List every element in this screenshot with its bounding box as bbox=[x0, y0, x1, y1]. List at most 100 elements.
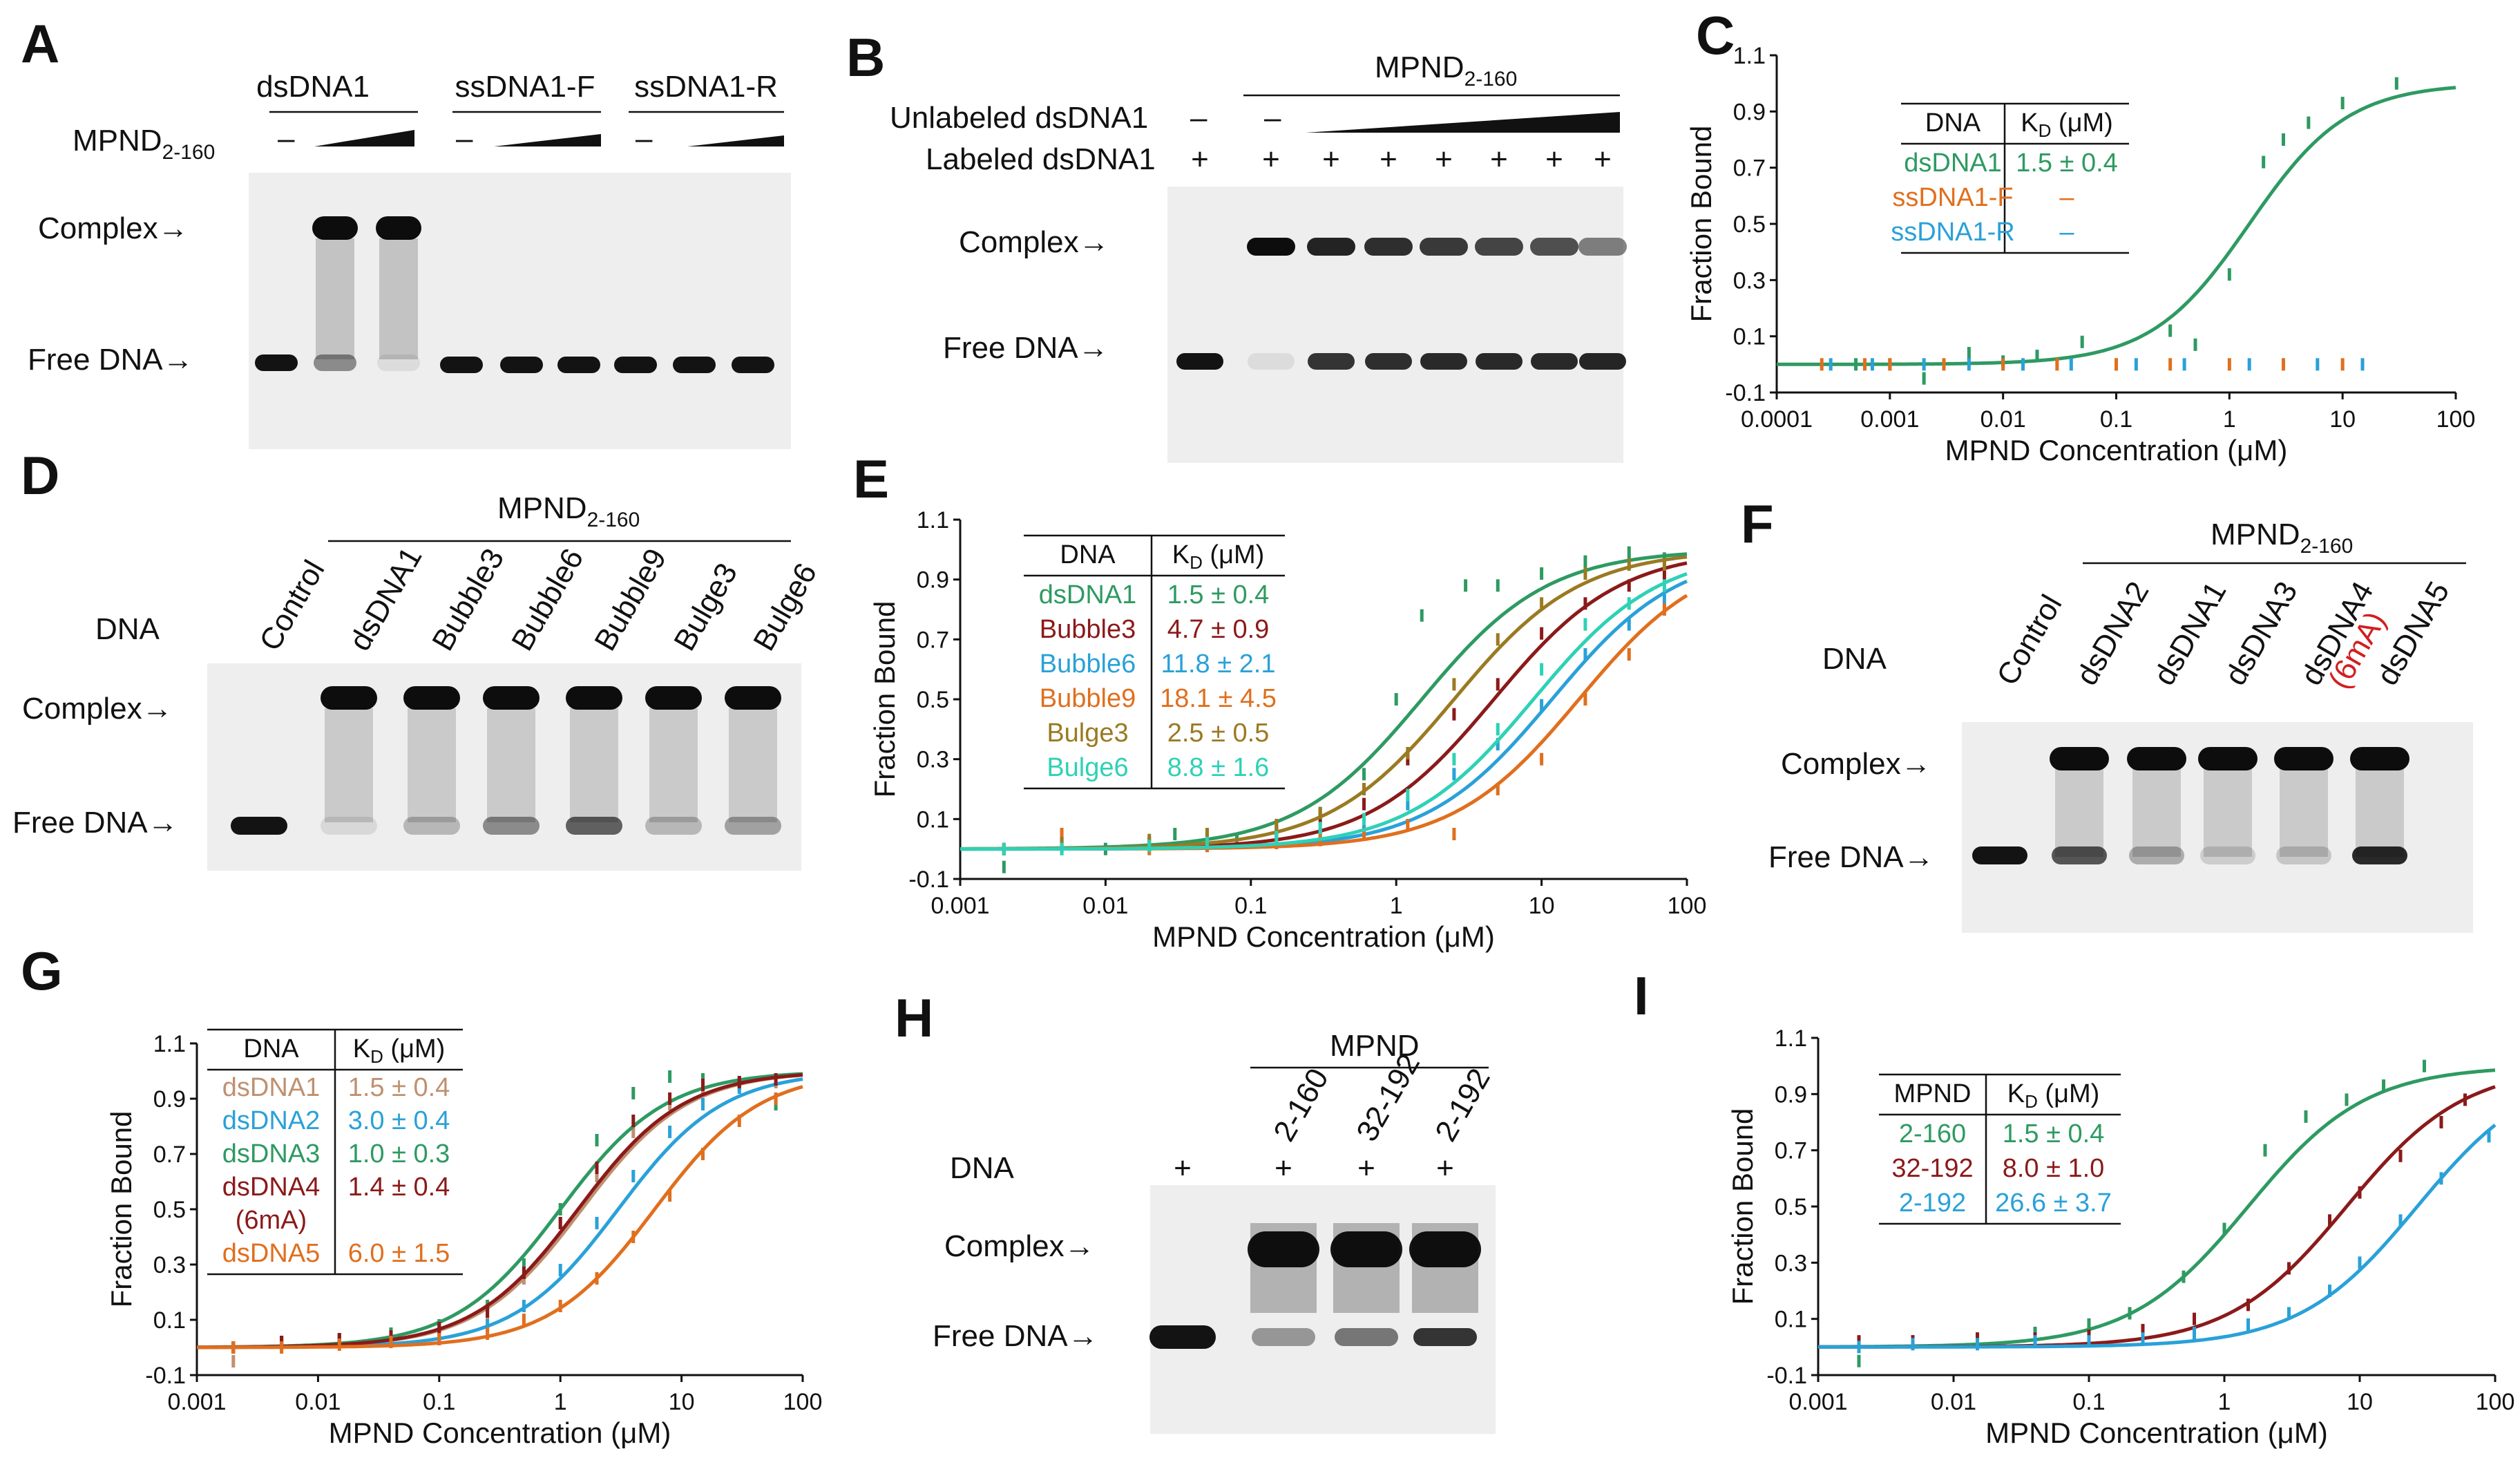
x-tick-label: 0.1 bbox=[2100, 406, 2132, 433]
data-point bbox=[2069, 358, 2073, 371]
panel-d: D MPND2-160 DNA Control dsDNA1Bubble3Bubb… bbox=[12, 445, 823, 871]
table-row-kd: 1.5 ± 0.4 bbox=[1167, 580, 1270, 609]
data-point bbox=[2304, 1110, 2308, 1123]
complex-band bbox=[2198, 747, 2258, 770]
gel-b bbox=[1167, 187, 1623, 463]
free-dna-band bbox=[1531, 353, 1578, 370]
data-point bbox=[2222, 1222, 2226, 1236]
data-point bbox=[437, 1333, 441, 1345]
data-point bbox=[1318, 806, 1322, 820]
plus-sign: + bbox=[1436, 1151, 1454, 1185]
data-point bbox=[2182, 358, 2186, 371]
data-point bbox=[668, 1092, 672, 1105]
free-dna-band bbox=[725, 817, 781, 835]
free-dna-band bbox=[1413, 1328, 1477, 1346]
data-point bbox=[231, 1341, 236, 1354]
data-point bbox=[522, 1314, 526, 1326]
complex-band bbox=[1475, 238, 1523, 256]
data-point bbox=[700, 1079, 705, 1091]
data-point bbox=[1942, 358, 1946, 371]
data-point bbox=[2398, 1214, 2403, 1227]
lane-label: Bubble6 bbox=[505, 543, 590, 656]
table-row-kd: 1.4 ± 0.4 bbox=[348, 1173, 450, 1202]
free-dna-band bbox=[1149, 1325, 1216, 1349]
lane-labels-d: Control dsDNA1Bubble3Bubble6Bubble9Bulge3… bbox=[253, 542, 823, 656]
data-point bbox=[668, 1126, 672, 1138]
data-point bbox=[2439, 1116, 2443, 1128]
plus-row-h: + + + + bbox=[1174, 1151, 1454, 1185]
lane-smear bbox=[1333, 1223, 1400, 1313]
lane-smear bbox=[325, 708, 373, 822]
table-header-name: DNA bbox=[1060, 540, 1116, 569]
data-point bbox=[2115, 358, 2118, 371]
data-point bbox=[1205, 828, 1209, 840]
panel-label-b: B bbox=[846, 27, 885, 88]
data-point bbox=[2021, 358, 2025, 371]
data-point bbox=[1583, 618, 1587, 631]
lane-smear bbox=[2055, 768, 2103, 857]
free-dna-label-d: Free DNA→ bbox=[12, 806, 178, 840]
data-point bbox=[631, 1115, 636, 1127]
free-dna-band bbox=[645, 817, 702, 835]
chart-c: -0.1 0.1 0.3 0.5 0.7 0.9 1.1 0.0001 0.001 0.01 0.1… bbox=[1685, 43, 2475, 466]
lane-label: Bulge6 bbox=[747, 558, 823, 656]
minus-a3: – bbox=[636, 122, 653, 155]
protein-label-b: MPND2-160 bbox=[1375, 50, 1517, 91]
data-point bbox=[2134, 358, 2138, 371]
table-row-kd: 11.8 ± 2.1 bbox=[1161, 650, 1276, 679]
table-row-name: dsDNA3 bbox=[222, 1139, 321, 1168]
data-point bbox=[280, 1341, 284, 1354]
table-row-kd: 2.5 ± 0.5 bbox=[1167, 719, 1270, 748]
data-point bbox=[2328, 1214, 2332, 1227]
lane-smear bbox=[2204, 768, 2252, 857]
data-point bbox=[2193, 338, 2197, 351]
data-point bbox=[1452, 768, 1456, 781]
data-point bbox=[1662, 594, 1666, 607]
data-point bbox=[1540, 567, 1544, 580]
fit-curve-dsdna1 bbox=[1777, 86, 2456, 366]
data-point bbox=[1496, 633, 1500, 646]
data-point bbox=[1627, 558, 1631, 571]
free-dna-band bbox=[557, 357, 600, 373]
y-tick-label: 1.1 bbox=[153, 1031, 186, 1057]
group-label-ssdna1-f: ssDNA1-F bbox=[455, 70, 595, 104]
data-point bbox=[1854, 358, 1858, 371]
panel-label-h: H bbox=[895, 987, 933, 1048]
data-point bbox=[2287, 1307, 2291, 1320]
y-tick-label: 0.7 bbox=[1775, 1138, 1807, 1164]
plus-sign: + bbox=[1275, 1151, 1292, 1185]
y-tick-label: 0.5 bbox=[1733, 211, 1766, 238]
y-tick-label: 1.1 bbox=[917, 507, 949, 533]
table-row-kd: – bbox=[2059, 183, 2074, 212]
data-point bbox=[1496, 579, 1500, 592]
data-point bbox=[2087, 1318, 2091, 1331]
data-point bbox=[595, 1217, 599, 1229]
data-point bbox=[2087, 1335, 2091, 1348]
data-point bbox=[1205, 837, 1209, 849]
complex-band bbox=[1420, 238, 1468, 256]
panel-c: C -0.1 0.1 0.3 0.5 0.7 0.9 1.1 0.0001 0.001 0.01 0… bbox=[1685, 5, 2475, 466]
table-row-name: (6mA) bbox=[236, 1206, 307, 1235]
gel-b-bands bbox=[1176, 238, 1627, 370]
dna-label-d: DNA bbox=[95, 612, 160, 646]
x-tick-label: 10 bbox=[2329, 406, 2356, 433]
x-tick-label: 0.001 bbox=[930, 893, 989, 919]
lane-smear bbox=[2356, 768, 2404, 857]
data-point bbox=[668, 1189, 672, 1202]
plus-sign: + bbox=[1435, 142, 1453, 176]
lane-label: 2-192 bbox=[1429, 1063, 1497, 1147]
complex-band bbox=[1307, 238, 1355, 256]
y-tick-label: -0.1 bbox=[908, 867, 949, 893]
data-point bbox=[1662, 567, 1666, 580]
complex-band bbox=[645, 686, 702, 710]
data-point bbox=[2358, 1256, 2362, 1269]
y-tick-label: 0.9 bbox=[917, 567, 949, 594]
lane-smear bbox=[729, 708, 777, 822]
lane-smear bbox=[408, 708, 456, 822]
y-axis-title: Fraction Bound bbox=[868, 601, 901, 798]
x-tick-label: 1 bbox=[1390, 893, 1403, 919]
plus-sign: + bbox=[1490, 142, 1508, 176]
table-row-name: Bulge6 bbox=[1047, 753, 1128, 782]
table-row-kd: 1.0 ± 0.3 bbox=[348, 1139, 450, 1168]
